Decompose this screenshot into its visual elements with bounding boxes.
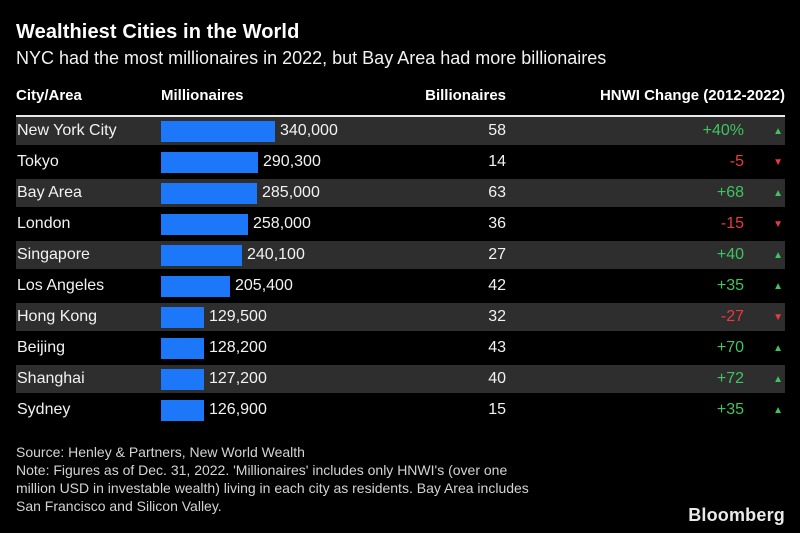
up-arrow-icon: ▲ — [773, 280, 783, 292]
millionaires-value: 258,000 — [253, 215, 311, 232]
city-label: Sydney — [17, 401, 71, 418]
billionaires-value: 58 — [488, 122, 506, 139]
millionaires-cell: 205,400 — [161, 275, 406, 297]
millionaires-value: 129,500 — [209, 308, 267, 325]
billionaires-value: 63 — [488, 184, 506, 201]
figure-note-line-2: million USD in investable wealth) living… — [16, 480, 529, 496]
millionaires-bar — [161, 306, 204, 328]
millionaires-cell: 290,300 — [161, 151, 406, 173]
city-label: Shanghai — [17, 370, 85, 387]
city-label: Bay Area — [17, 184, 82, 201]
millionaires-cell: 127,200 — [161, 368, 406, 390]
column-header-city: City/Area — [16, 87, 82, 104]
table-row: Sydney 126,900 15 +35 ▲ — [16, 396, 785, 424]
millionaires-bar — [161, 120, 275, 142]
table-row: Los Angeles 205,400 42 +35 ▲ — [16, 272, 785, 300]
millionaires-value: 285,000 — [262, 184, 320, 201]
hnwi-change-value: +68 — [716, 184, 744, 201]
city-label: Singapore — [17, 246, 90, 263]
table-row: Tokyo 290,300 14 -5 ▼ — [16, 148, 785, 176]
down-arrow-icon: ▼ — [773, 311, 783, 323]
up-arrow-icon: ▲ — [773, 249, 783, 261]
source-note: Source: Henley & Partners, New World Wea… — [16, 444, 305, 460]
millionaires-bar — [161, 337, 204, 359]
millionaires-bar — [161, 151, 258, 173]
hnwi-change-value: -15 — [720, 215, 744, 232]
figure-note-line-1: Note: Figures as of Dec. 31, 2022. 'Mill… — [16, 462, 508, 478]
hnwi-change-value: +40 — [716, 246, 744, 263]
hnwi-change-value: -27 — [720, 308, 744, 325]
city-label: New York City — [17, 122, 117, 139]
up-arrow-icon: ▲ — [773, 404, 783, 416]
millionaires-cell: 340,000 — [161, 120, 406, 142]
millionaires-cell: 285,000 — [161, 182, 406, 204]
millionaires-value: 340,000 — [280, 122, 338, 139]
hnwi-change-value: -5 — [729, 153, 744, 170]
column-header-billionaires: Billionaires — [425, 87, 506, 104]
billionaires-value: 14 — [488, 153, 506, 170]
millionaires-value: 240,100 — [247, 246, 305, 263]
millionaires-bar — [161, 182, 257, 204]
table-row: Hong Kong 129,500 32 -27 ▼ — [16, 303, 785, 331]
millionaires-value: 205,400 — [235, 277, 293, 294]
billionaires-value: 40 — [488, 370, 506, 387]
city-label: London — [17, 215, 71, 232]
millionaires-cell: 258,000 — [161, 213, 406, 235]
hnwi-change-value: +35 — [716, 277, 744, 294]
table-header: City/Area Millionaires Billionaires HNWI… — [16, 88, 785, 117]
hnwi-change-value: +72 — [716, 370, 744, 387]
up-arrow-icon: ▲ — [773, 125, 783, 137]
hnwi-change-value: +40% — [702, 122, 744, 139]
column-header-hnwi-change: HNWI Change (2012-2022) — [599, 87, 785, 104]
up-arrow-icon: ▲ — [773, 187, 783, 199]
table-body: New York City 340,000 58 +40% ▲ Tokyo 290,300 1… — [16, 117, 785, 424]
millionaires-bar — [161, 244, 242, 266]
table-row: Beijing 128,200 43 +70 ▲ — [16, 334, 785, 362]
figure-note-line-3: San Francisco and Silicon Valley. — [16, 498, 222, 514]
table-row: Shanghai 127,200 40 +72 ▲ — [16, 365, 785, 393]
chart-subtitle: NYC had the most millionaires in 2022, b… — [16, 48, 607, 68]
city-label: Beijing — [17, 339, 66, 356]
millionaires-bar — [161, 275, 230, 297]
billionaires-value: 36 — [488, 215, 506, 232]
millionaires-value: 126,900 — [209, 401, 267, 418]
up-arrow-icon: ▲ — [773, 373, 783, 385]
city-label: Hong Kong — [17, 308, 98, 325]
millionaires-value: 128,200 — [209, 339, 267, 356]
chart-title: Wealthiest Cities in the World — [16, 21, 300, 43]
millionaires-cell: 129,500 — [161, 306, 406, 328]
column-header-millionaires: Millionaires — [161, 87, 244, 104]
down-arrow-icon: ▼ — [773, 218, 783, 230]
down-arrow-icon: ▼ — [773, 156, 783, 168]
billionaires-value: 15 — [488, 401, 506, 418]
table-row: London 258,000 36 -15 ▼ — [16, 210, 785, 238]
millionaires-bar — [161, 399, 204, 421]
billionaires-value: 32 — [488, 308, 506, 325]
billionaires-value: 43 — [488, 339, 506, 356]
millionaires-cell: 240,100 — [161, 244, 406, 266]
city-label: Los Angeles — [17, 277, 105, 294]
millionaires-cell: 126,900 — [161, 399, 406, 421]
city-label: Tokyo — [17, 153, 59, 170]
table-row: New York City 340,000 58 +40% ▲ — [16, 117, 785, 145]
billionaires-value: 27 — [488, 246, 506, 263]
up-arrow-icon: ▲ — [773, 342, 783, 354]
millionaires-cell: 128,200 — [161, 337, 406, 359]
hnwi-change-value: +70 — [716, 339, 744, 356]
table-row: Bay Area 285,000 63 +68 ▲ — [16, 179, 785, 207]
table-row: Singapore 240,100 27 +40 ▲ — [16, 241, 785, 269]
billionaires-value: 42 — [488, 277, 506, 294]
millionaires-value: 127,200 — [209, 370, 267, 387]
hnwi-change-value: +35 — [716, 401, 744, 418]
millionaires-bar — [161, 213, 248, 235]
bloomberg-logo: Bloomberg — [688, 505, 785, 525]
millionaires-bar — [161, 368, 204, 390]
millionaires-value: 290,300 — [263, 153, 321, 170]
footer: Source: Henley & Partners, New World Wea… — [16, 443, 785, 515]
